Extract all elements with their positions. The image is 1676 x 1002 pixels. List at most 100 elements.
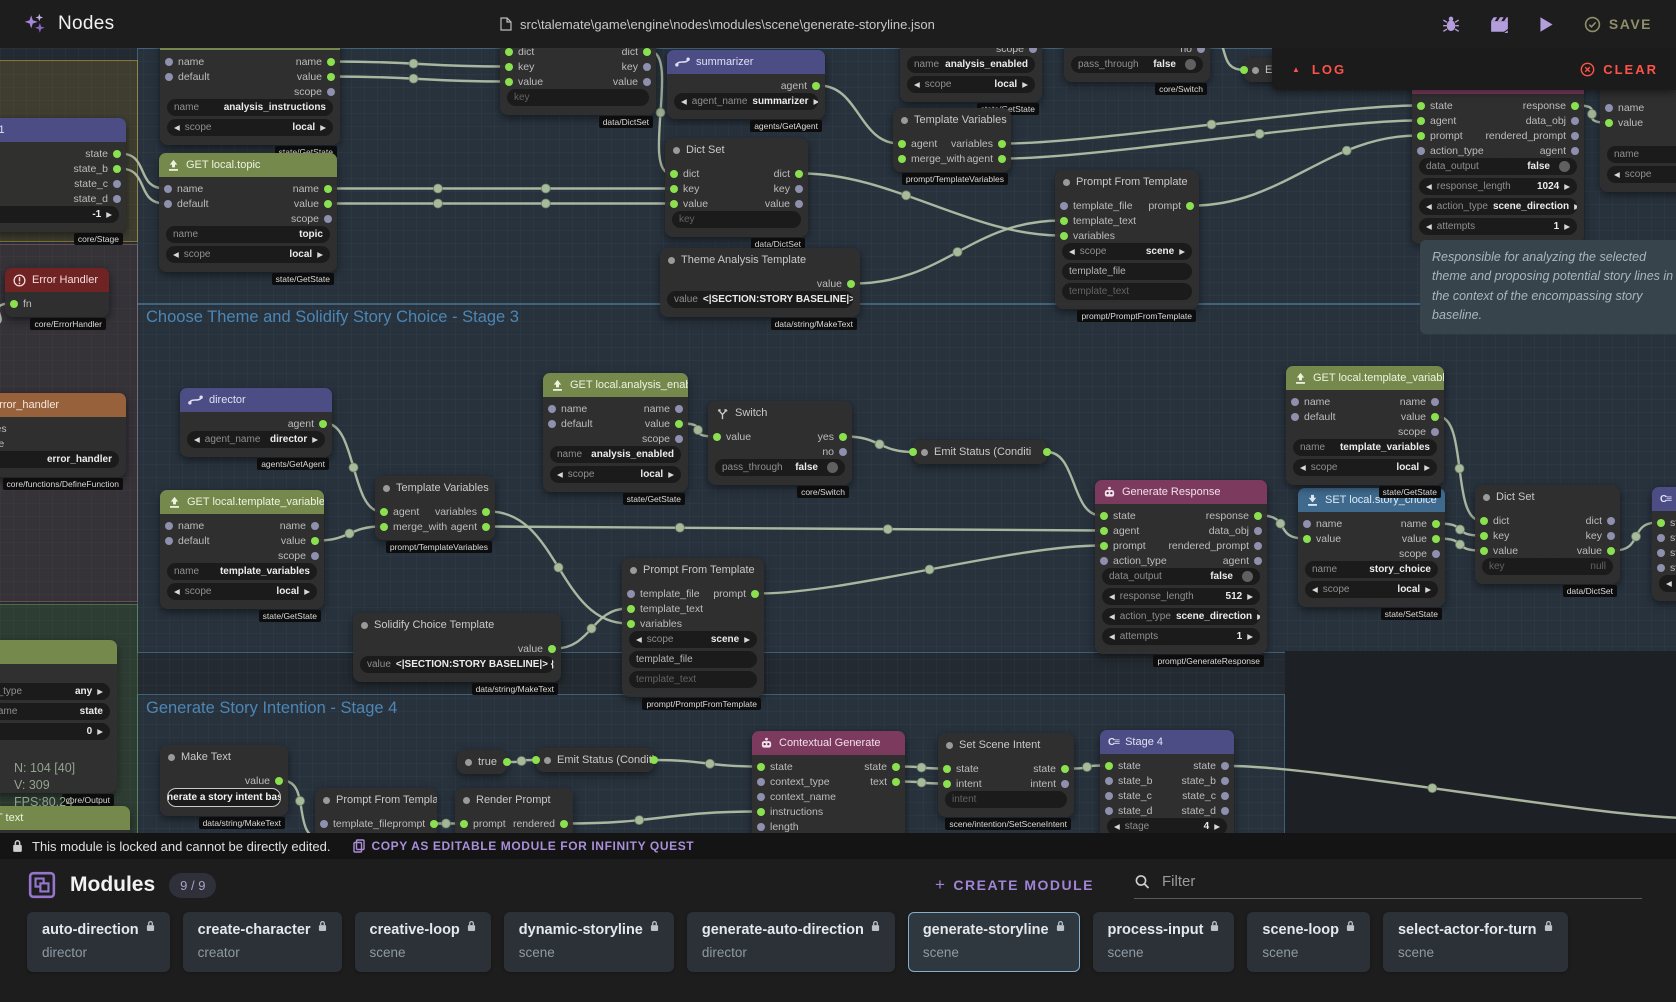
node-header[interactable]: Switch xyxy=(708,401,852,425)
port-dot[interactable] xyxy=(757,792,765,801)
node-header[interactable]: Contextual Generate xyxy=(752,731,905,755)
port-dot[interactable] xyxy=(1417,131,1425,140)
port-dot[interactable] xyxy=(311,521,319,530)
combo-widget-scope[interactable]: ◀ scope local ▶ xyxy=(550,466,681,483)
node-header[interactable]: true xyxy=(457,750,507,774)
combo-right-arrow[interactable]: ▶ xyxy=(1574,202,1577,211)
node-pft-1[interactable]: Prompt From Template template_file prompt t… xyxy=(1055,170,1199,322)
port-dot[interactable] xyxy=(380,507,388,516)
edge-reroute-dot[interactable] xyxy=(540,183,551,194)
port-dot[interactable] xyxy=(1105,761,1113,770)
port-dot[interactable] xyxy=(1605,103,1613,112)
text-widget-key[interactable]: key null xyxy=(1482,558,1613,575)
node-mystery[interactable]: namevaluenamethe◀scope▶ xyxy=(1600,72,1676,192)
port-dot[interactable] xyxy=(311,551,319,560)
combo-right-arrow[interactable]: ▶ xyxy=(1179,247,1185,256)
module-card[interactable]: dynamic-storyline scene xyxy=(503,912,674,972)
port-dot[interactable] xyxy=(1254,541,1262,550)
text-widget-intent[interactable]: intent xyxy=(945,791,1067,808)
port-dot[interactable] xyxy=(324,199,332,208)
combo-left-arrow[interactable]: ◀ xyxy=(636,635,642,644)
port-dot[interactable] xyxy=(1197,48,1205,53)
port-dot[interactable] xyxy=(898,139,906,148)
port-dot[interactable] xyxy=(1571,146,1579,155)
module-card[interactable]: generate-storyline scene xyxy=(907,912,1080,972)
module-card[interactable]: generate-auto-direction director xyxy=(686,912,895,972)
debug-button[interactable] xyxy=(1442,15,1460,33)
port-dot[interactable] xyxy=(1100,541,1108,550)
edge-reroute-dot[interactable] xyxy=(433,198,443,209)
port-dot[interactable] xyxy=(460,819,468,828)
edge-reroute-dot[interactable] xyxy=(674,522,685,533)
toggle-knob[interactable] xyxy=(1185,59,1196,70)
port-dot[interactable] xyxy=(1303,534,1311,543)
port-dot[interactable] xyxy=(998,139,1006,148)
port-dot[interactable] xyxy=(670,184,678,193)
port-dot[interactable] xyxy=(1100,526,1108,535)
port-dot[interactable] xyxy=(1105,776,1113,785)
port-dot[interactable] xyxy=(998,154,1006,163)
combo-left-arrow[interactable]: ◀ xyxy=(174,123,180,132)
port-dot[interactable] xyxy=(795,184,803,193)
combo-right-arrow[interactable]: ▶ xyxy=(1257,612,1260,621)
port-dot[interactable] xyxy=(1060,231,1068,240)
node-header[interactable]: Theme Analysis Template xyxy=(660,248,860,272)
combo-left-arrow[interactable]: ◀ xyxy=(1300,463,1306,472)
node-gtv-right[interactable]: GET local.template_variables name name defa… xyxy=(1286,366,1444,498)
port-dot[interactable] xyxy=(1221,776,1229,785)
port-dot[interactable] xyxy=(164,199,172,208)
combo-left-arrow[interactable]: ◀ xyxy=(914,80,920,89)
port-dot[interactable] xyxy=(380,522,388,531)
port-dot[interactable] xyxy=(505,48,513,56)
port-dot[interactable] xyxy=(812,81,820,90)
node-stage-1[interactable]: C≡Stage -1statestatestate_bstate_bstate_… xyxy=(0,118,126,245)
node-stage-4[interactable]: C≡ Stage 4 state state state_b state_b state_c… xyxy=(1100,730,1234,833)
combo-right-arrow[interactable]: ▶ xyxy=(317,250,323,259)
toggle-knob[interactable] xyxy=(1559,161,1570,172)
port-dot[interactable] xyxy=(1432,549,1440,558)
field-widget-name[interactable]: name template_variables xyxy=(1293,439,1437,456)
node-gae[interactable]: GET local.analysis_enablednamenamedefaul… xyxy=(543,373,688,505)
port-dot[interactable] xyxy=(327,72,335,81)
edge-reroute-dot[interactable] xyxy=(1341,145,1352,156)
port-dot[interactable] xyxy=(1029,48,1037,53)
combo-left-arrow[interactable]: ◀ xyxy=(1069,247,1075,256)
node-header[interactable]: DEF error_handler xyxy=(0,393,126,417)
node-theme-analysis[interactable]: Theme Analysis Template value value <|SECTI… xyxy=(660,248,860,330)
combo-left-arrow[interactable]: ◀ xyxy=(1666,579,1672,588)
combo-left-arrow[interactable]: ◀ xyxy=(1114,822,1120,831)
port-dot[interactable] xyxy=(909,448,917,456)
port-dot[interactable] xyxy=(324,214,332,223)
port-dot[interactable] xyxy=(1186,201,1194,210)
node-emit-2[interactable]: Emit Status (Conditi xyxy=(909,440,1051,464)
node-summarizer[interactable]: summarizer agent ◀ agent_name summarizer ▶ age… xyxy=(667,50,825,132)
port-dot[interactable] xyxy=(643,48,651,56)
port-dot[interactable] xyxy=(757,762,765,771)
combo-right-arrow[interactable]: ▶ xyxy=(1247,632,1253,641)
node-header[interactable]: Render Prompt xyxy=(455,788,573,812)
port-dot[interactable] xyxy=(1657,548,1665,557)
edge-reroute-dot[interactable] xyxy=(952,247,963,257)
port-dot[interactable] xyxy=(757,807,765,816)
field-widget-name[interactable]: name analysis_enabled xyxy=(550,446,681,463)
node-def-error-handler[interactable]: DEF error_handlernodes namenameerror_hand… xyxy=(0,393,126,490)
combo-widget-response_length[interactable]: ◀ response_length 1024 ▶ xyxy=(1419,178,1577,195)
combo-widget-num[interactable]: ◀num0▶ xyxy=(0,723,110,740)
node-header[interactable]: Make Text xyxy=(160,745,288,769)
text-widget-template_file[interactable]: template_file xyxy=(1062,263,1192,280)
port-dot[interactable] xyxy=(675,419,683,428)
edge-reroute-dot[interactable] xyxy=(1427,783,1438,794)
port-dot[interactable] xyxy=(319,419,327,428)
port-dot[interactable] xyxy=(532,756,540,764)
port-dot[interactable] xyxy=(311,536,319,545)
node-header[interactable]: Prompt From Template xyxy=(1055,170,1199,194)
edge-reroute-dot[interactable] xyxy=(516,756,527,766)
port-dot[interactable] xyxy=(113,164,121,173)
port-dot[interactable] xyxy=(1100,511,1108,520)
port-dot[interactable] xyxy=(1303,519,1311,528)
edge-reroute-dot[interactable] xyxy=(408,58,419,69)
edge-reroute-dot[interactable] xyxy=(1455,524,1465,535)
combo-left-arrow[interactable]: ◀ xyxy=(681,97,687,106)
combo-right-arrow[interactable]: ▶ xyxy=(813,97,818,106)
